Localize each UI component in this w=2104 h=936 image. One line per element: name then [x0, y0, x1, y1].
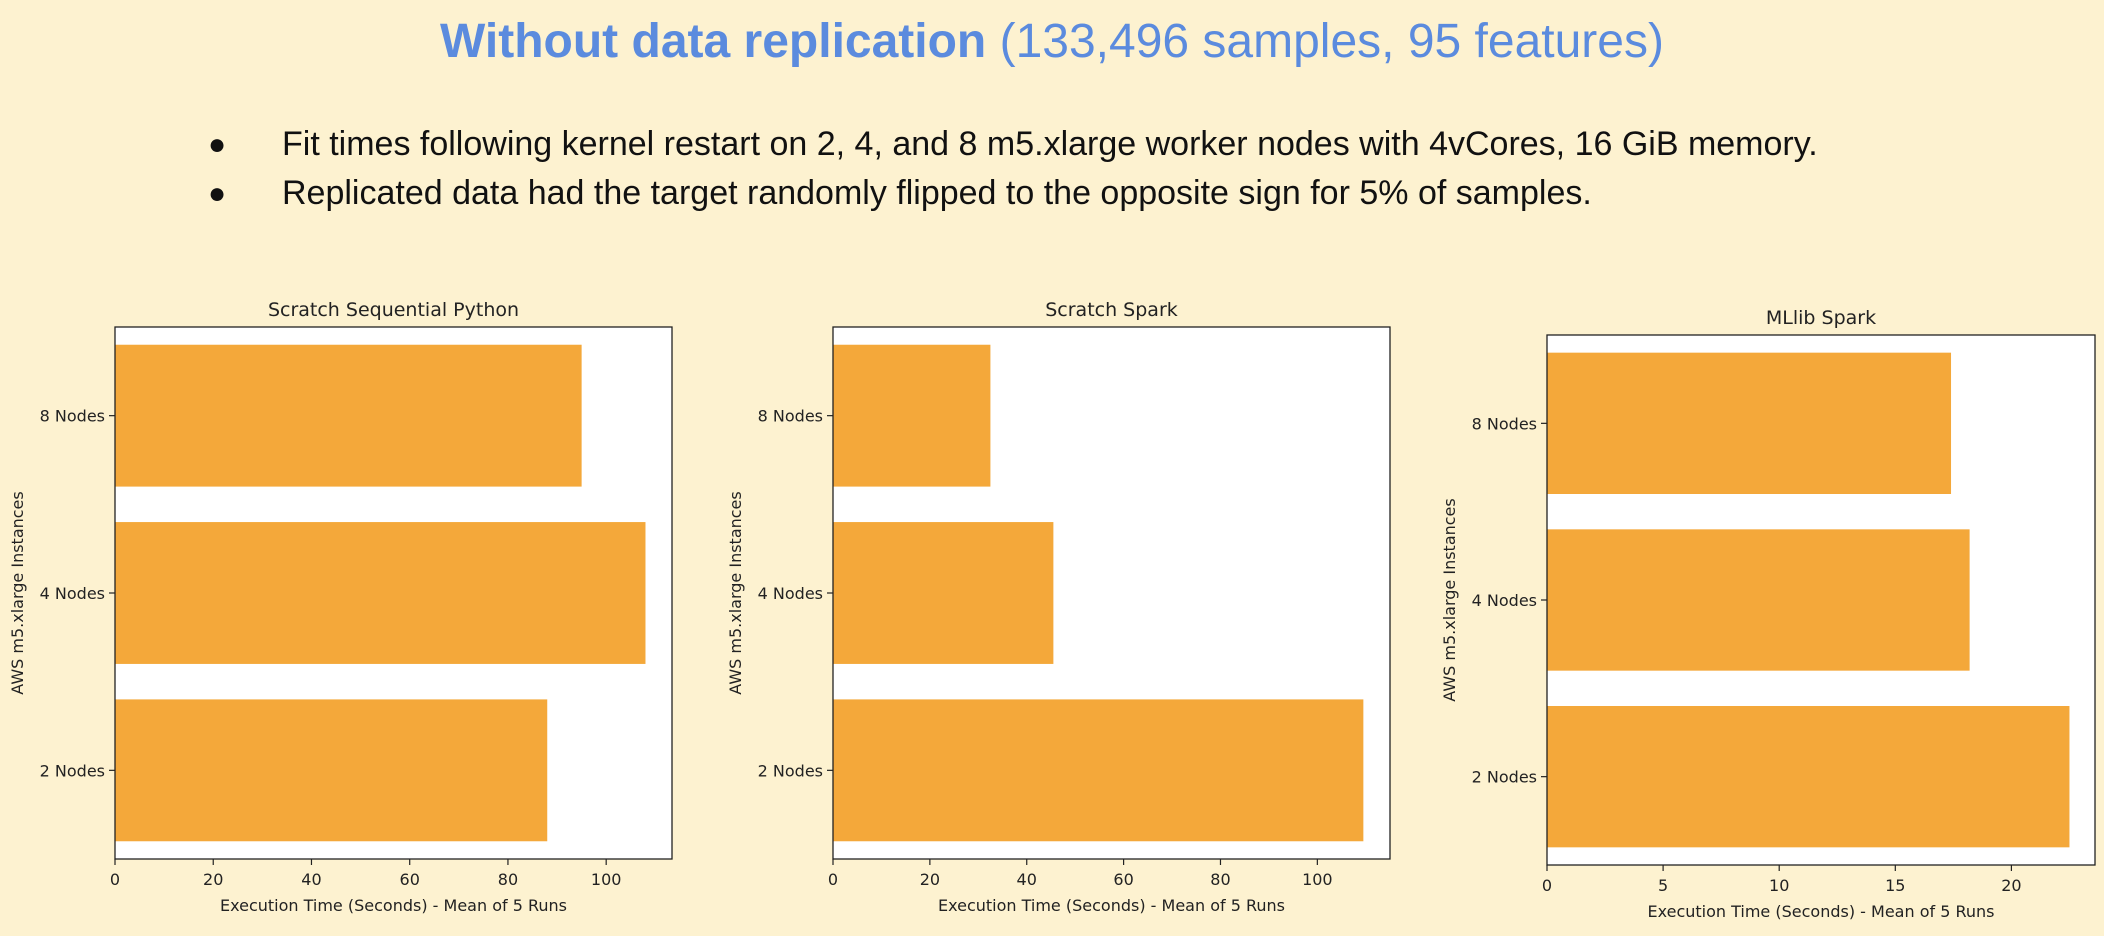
x-axis-label: Execution Time (Seconds) - Mean of 5 Run… — [220, 896, 567, 915]
chart-title: Scratch Spark — [1045, 299, 1178, 321]
x-tick-label: 80 — [498, 870, 518, 889]
x-tick-label: 5 — [1658, 876, 1668, 895]
x-tick-label: 100 — [1302, 870, 1333, 889]
slide-title-bold: Without data replication — [440, 15, 987, 68]
bullet-text: Replicated data had the target randomly … — [282, 174, 1592, 212]
y-tick-label: 2 Nodes — [758, 761, 823, 780]
bar — [1547, 529, 1970, 671]
plot-frame — [114, 326, 673, 860]
bullet-dot: ● — [208, 177, 227, 210]
bar — [833, 522, 1054, 664]
y-tick-label: 4 Nodes — [1472, 591, 1537, 610]
slide-title-rest: (133,496 samples, 95 features) — [986, 15, 1664, 68]
x-axis-label: Execution Time (Seconds) - Mean of 5 Run… — [938, 896, 1285, 915]
x-tick-label: 10 — [1769, 876, 1789, 895]
bar — [115, 699, 548, 842]
y-tick-label: 2 Nodes — [40, 761, 105, 780]
y-tick-label: 8 Nodes — [758, 407, 823, 426]
x-tick-label: 0 — [110, 870, 120, 889]
bullet-dot: ● — [208, 128, 227, 161]
chart-title: Scratch Sequential Python — [268, 299, 519, 321]
bar — [1547, 706, 2070, 848]
x-tick-label: 60 — [1113, 870, 1133, 889]
bullet-list: ● Fit times following kernel restart on 2… — [200, 120, 1818, 218]
x-tick-label: 20 — [2001, 876, 2021, 895]
bar — [115, 522, 646, 664]
y-tick-label: 8 Nodes — [40, 407, 105, 426]
x-tick-label: 100 — [591, 870, 622, 889]
bar — [833, 699, 1364, 842]
slide-title: Without data replication (133,496 sample… — [0, 14, 2104, 69]
y-tick-label: 4 Nodes — [40, 584, 105, 603]
x-tick-label: 20 — [920, 870, 940, 889]
plot-frame — [832, 326, 1391, 860]
chart-title: MLlib Spark — [1766, 307, 1876, 329]
bullet-item: ● Fit times following kernel restart on 2… — [200, 120, 1818, 169]
chart-scratch-spark: 2 Nodes 4 Nodes 8 Nodes 0 20 40 60 80 100 Scratch… — [726, 299, 1391, 915]
y-axis-label: AWS m5.xlarge Instances — [726, 491, 745, 694]
x-tick-label: 60 — [400, 870, 420, 889]
bar — [115, 344, 582, 487]
bar — [1547, 352, 1952, 494]
x-tick-label: 20 — [203, 870, 223, 889]
x-tick-label: 0 — [828, 870, 838, 889]
y-tick-label: 8 Nodes — [1472, 414, 1537, 433]
chart-scratch-sequential-python: 2 Nodes 4 Nodes 8 Nodes 0 20 40 60 80 100 Scratch… — [8, 299, 673, 915]
y-tick-label: 2 Nodes — [1472, 768, 1537, 787]
x-tick-label: 40 — [301, 870, 321, 889]
x-tick-label: 80 — [1210, 870, 1230, 889]
bullet-item: ● Replicated data had the target randomly… — [200, 169, 1818, 218]
x-axis-label: Execution Time (Seconds) - Mean of 5 Run… — [1648, 902, 1995, 921]
y-axis-label: AWS m5.xlarge Instances — [8, 491, 27, 694]
bullet-text: Fit times following kernel restart on 2,… — [282, 125, 1818, 163]
x-tick-label: 40 — [1017, 870, 1037, 889]
plot-frame — [1546, 334, 2096, 866]
x-tick-label: 0 — [1542, 876, 1552, 895]
x-tick-label: 15 — [1885, 876, 1905, 895]
y-axis-label: AWS m5.xlarge Instances — [1440, 498, 1459, 701]
bar — [833, 344, 991, 487]
chart-mllib-spark: 2 Nodes 4 Nodes 8 Nodes 0 5 10 15 20 MLlib Spark… — [1440, 307, 2096, 921]
y-tick-label: 4 Nodes — [758, 584, 823, 603]
